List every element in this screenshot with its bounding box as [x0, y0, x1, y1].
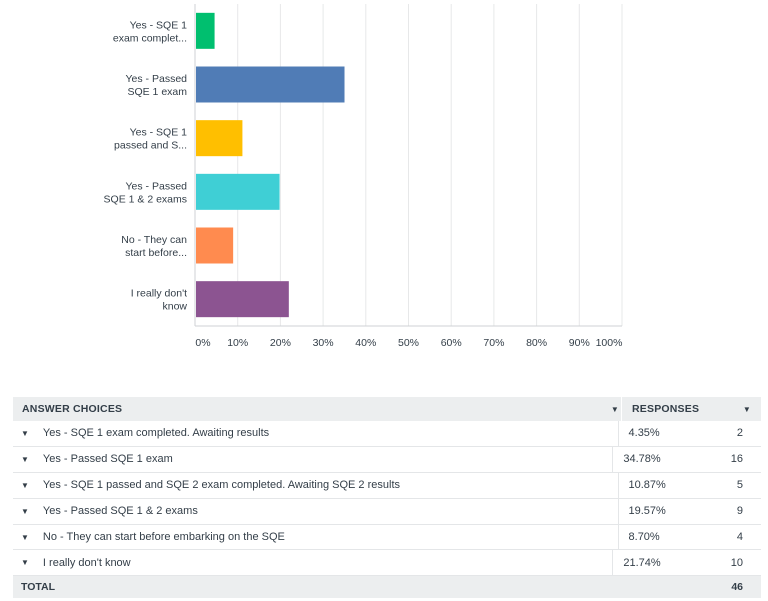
category-label: passed and S... [114, 140, 187, 152]
table-body: ▼ Yes - SQE 1 exam completed. Awaiting re… [13, 421, 761, 577]
table-row[interactable]: ▼ Yes - SQE 1 exam completed. Awaiting re… [13, 421, 761, 447]
bar [196, 66, 345, 103]
row-choice-cell: ▼ Yes - Passed SQE 1 & 2 exams [13, 505, 618, 517]
table-row[interactable]: ▼ Yes - Passed SQE 1 exam 34.78% 16 [13, 446, 761, 473]
row-choice-label: Yes - Passed SQE 1 exam [42, 453, 173, 466]
x-tick-label: 30% [313, 337, 334, 349]
row-choice-label: Yes - SQE 1 exam completed. Awaiting res… [42, 427, 270, 440]
x-tick-label: 100% [596, 337, 623, 349]
x-tick-label: 40% [355, 337, 376, 349]
category-label: SQE 1 exam [127, 86, 187, 98]
row-count: 4 [736, 531, 743, 543]
answer-choices-header-label: ANSWER CHOICES [22, 403, 123, 415]
row-percent: 8.70% [617, 524, 737, 550]
bar [196, 173, 280, 210]
table-row[interactable]: ▼ Yes - Passed SQE 1 & 2 exams 19.57% 9 [13, 498, 761, 525]
responses-header-label: RESPONSES [632, 403, 700, 415]
row-choice-cell: ▼ No - They can start before embarking on… [13, 531, 618, 543]
category-label: Yes - SQE 1 [130, 19, 188, 31]
table-row[interactable]: ▼ No - They can start before embarking on… [13, 524, 761, 551]
bar [196, 227, 234, 264]
answer-choices-header[interactable]: ANSWER CHOICES ▼ [13, 403, 621, 415]
x-tick-label: 20% [270, 337, 291, 349]
row-percent: 10.87% [617, 472, 737, 498]
row-count: 5 [736, 479, 743, 492]
x-tick-label: 70% [483, 337, 504, 349]
row-percent: 4.35% [617, 421, 737, 446]
x-tick-label: 60% [441, 337, 462, 349]
row-choice-label: Yes - Passed SQE 1 & 2 exams [42, 505, 198, 518]
row-count: 10 [730, 556, 743, 569]
category-label: SQE 1 & 2 exams [104, 193, 187, 205]
x-tick-label: 10% [227, 337, 248, 349]
row-percent: 21.74% [612, 550, 730, 576]
row-choice-cell: ▼ I really don't know [13, 557, 612, 569]
row-choice-label: I really don't know [42, 556, 131, 569]
row-choice-cell: ▼ Yes - SQE 1 exam completed. Awaiting re… [13, 427, 618, 439]
category-label: I really don't [131, 288, 187, 300]
category-label: exam complet... [113, 32, 187, 44]
x-tick-label: 80% [526, 337, 547, 349]
category-label: Yes - Passed [126, 73, 188, 85]
x-tick-label: 90% [569, 337, 590, 349]
bar [196, 281, 289, 318]
row-choice-cell: ▼ Yes - Passed SQE 1 exam [13, 453, 612, 465]
sort-caret-icon[interactable]: ▼ [610, 404, 619, 414]
row-choice-label: Yes - SQE 1 passed and SQE 2 exam comple… [42, 479, 401, 492]
row-count: 2 [736, 427, 743, 440]
row-percent: 34.78% [612, 446, 730, 472]
x-tick-label: 50% [398, 337, 419, 349]
row-caret-icon[interactable]: ▼ [21, 558, 29, 568]
category-label: Yes - Passed [126, 180, 188, 192]
responses-table: ANSWER CHOICES ▼ RESPONSES ▼ ▼ Yes - SQE … [13, 397, 761, 599]
row-caret-icon[interactable]: ▼ [21, 532, 29, 542]
total-value: 46 [731, 581, 743, 594]
row-count: 16 [730, 453, 743, 466]
category-label: start before... [125, 247, 187, 259]
row-count: 9 [736, 505, 743, 518]
row-choice-cell: ▼ Yes - SQE 1 passed and SQE 2 exam compl… [13, 479, 618, 491]
row-caret-icon[interactable]: ▼ [21, 428, 29, 438]
total-label: TOTAL [21, 581, 56, 594]
row-caret-icon[interactable]: ▼ [21, 480, 29, 490]
row-caret-icon[interactable]: ▼ [21, 454, 29, 464]
table-row[interactable]: ▼ I really don't know 21.74% 10 [13, 550, 761, 577]
row-caret-icon[interactable]: ▼ [21, 506, 29, 516]
category-label: No - They can [121, 234, 187, 246]
responses-header[interactable]: RESPONSES ▼ [621, 397, 761, 421]
row-choice-label: No - They can start before embarking on … [42, 531, 285, 543]
row-percent: 19.57% [617, 498, 737, 524]
category-label: know [162, 301, 187, 313]
table-footer: TOTAL 46 [13, 576, 761, 599]
sort-caret-icon[interactable]: ▼ [742, 404, 751, 414]
category-label: Yes - SQE 1 [130, 127, 188, 139]
bar [196, 12, 215, 49]
table-header: ANSWER CHOICES ▼ RESPONSES ▼ [13, 397, 761, 421]
x-tick-label: 0% [195, 337, 210, 349]
table-row[interactable]: ▼ Yes - SQE 1 passed and SQE 2 exam compl… [13, 472, 761, 499]
bar [196, 120, 243, 157]
